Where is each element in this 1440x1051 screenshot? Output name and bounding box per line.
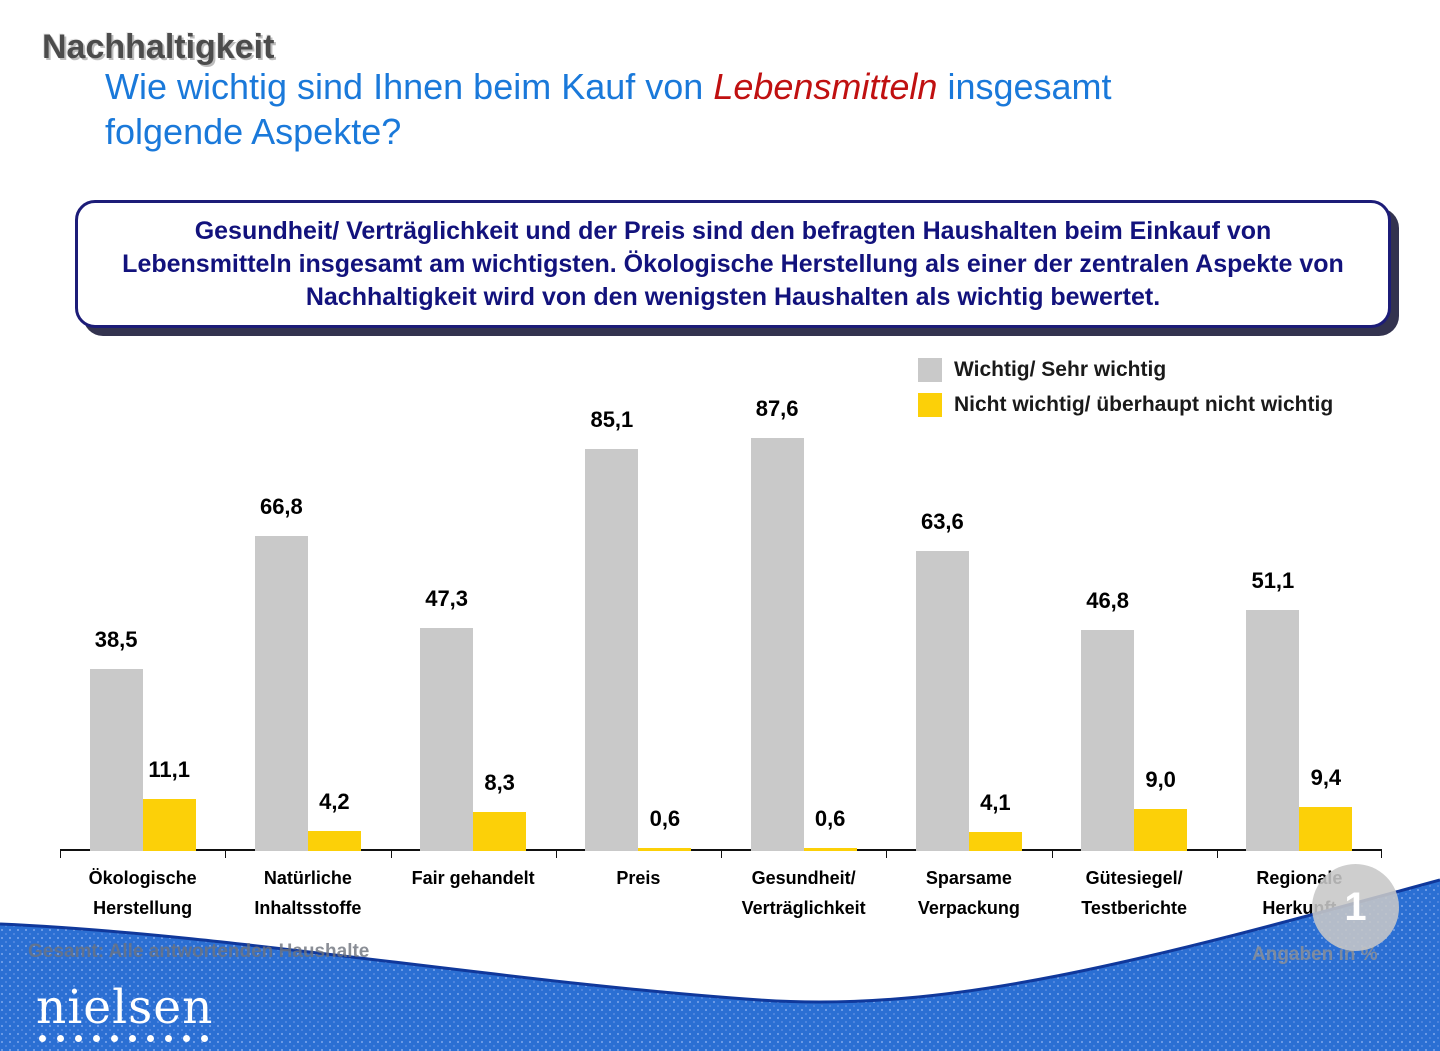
bar-nicht-wichtig: [968, 831, 1022, 851]
logo-dot: [129, 1035, 136, 1042]
axis-tick: [1381, 851, 1382, 858]
bar-value-label: 9,0: [1145, 766, 1176, 792]
bar-chart: 38,5 11,1 Ökologische Herstellung 66,8 4,2 Nat…: [60, 379, 1382, 918]
legend-item-nicht-wichtig: Nicht wichtig/ überhaupt nicht wichtig: [918, 393, 1333, 417]
bar-nicht-wichtig: [307, 831, 361, 851]
bar-wichtig: [750, 437, 804, 851]
legend-label-wichtig: Wichtig/ Sehr wichtig: [954, 358, 1167, 381]
logo-dot: [111, 1035, 118, 1042]
logo-dot: [147, 1035, 154, 1042]
legend-label-nicht-wichtig: Nicht wichtig/ überhaupt nicht wichtig: [954, 393, 1334, 416]
legend-item-wichtig: Wichtig/ Sehr wichtig: [918, 358, 1333, 382]
category-label: Natürliche Inhaltsstoffe: [254, 868, 362, 918]
slide-title: Wie wichtig sind Ihnen beim Kauf von Leb…: [105, 64, 1112, 154]
bar-wichtig: [420, 627, 474, 851]
bar-wichtig: [1246, 609, 1300, 851]
axis-tick: [225, 851, 227, 858]
bar-value-label: 0,6: [814, 806, 846, 832]
category-label: Fair gehandelt: [411, 868, 535, 888]
bar-value-label: 9,4: [1310, 764, 1342, 790]
axis-tick: [390, 851, 392, 858]
bar-value-label: 4,1: [980, 789, 1011, 815]
bar-value-label: 47,3: [425, 585, 469, 611]
axis-tick: [886, 851, 888, 858]
chart-legend: Wichtig/ Sehr wichtig Nicht wichtig/ übe…: [918, 358, 1333, 428]
bar-value-label: 4,2: [319, 789, 350, 815]
logo-dot: [39, 1035, 46, 1042]
nielsen-logo-dots: [39, 1035, 213, 1042]
bar-value-label: 38,5: [94, 627, 138, 653]
bar-wichtig: [585, 449, 639, 851]
question-line1: Wie wichtig sind Ihnen beim Kauf von Leb…: [105, 64, 1112, 109]
bar-value-label: 66,8: [259, 493, 303, 519]
bar-wichtig: [254, 535, 308, 851]
summary-box: Gesundheit/ Verträglichkeit und der Prei…: [75, 200, 1391, 328]
nielsen-logo: nielsen: [36, 984, 213, 1042]
question-line2: folgende Aspekte?: [105, 111, 402, 152]
bar-value-label: 46,8: [1086, 588, 1130, 614]
summary-text: Gesundheit/ Verträglichkeit und der Prei…: [122, 216, 1344, 311]
nielsen-wordmark: nielsen: [36, 980, 214, 1035]
logo-dot: [165, 1035, 172, 1042]
question-emphasis: Lebensmitteln: [713, 66, 938, 107]
logo-dot: [93, 1035, 100, 1042]
question-text-post: insgesamt: [937, 66, 1112, 107]
question-text-pre: Wie wichtig sind Ihnen beim Kauf von: [105, 66, 714, 107]
logo-dot: [183, 1035, 190, 1042]
x-axis: [60, 849, 1382, 851]
bar-nicht-wichtig: [142, 798, 196, 851]
axis-tick: [1216, 851, 1218, 858]
logo-dot: [57, 1035, 64, 1042]
bar-nicht-wichtig: [473, 811, 527, 851]
axis-tick: [1051, 851, 1053, 858]
bar-value-label: 85,1: [590, 407, 634, 433]
axis-tick: [721, 851, 722, 858]
category-label: Gesundheit/Verträglichkeit: [741, 868, 866, 918]
bar-wichtig: [915, 550, 969, 851]
legend-swatch-yellow: [918, 393, 942, 417]
bar-value-label: 87,6: [755, 395, 799, 421]
bar-nicht-wichtig: [1299, 806, 1353, 851]
page-number-badge: 1: [1312, 864, 1399, 951]
bar-value-label: 51,1: [1251, 567, 1295, 593]
axis-tick: [555, 851, 557, 858]
category-label: Preis: [616, 868, 661, 888]
category-label: Ökologische Herstellung: [88, 868, 197, 918]
bar-wichtig: [89, 669, 143, 851]
bar-value-label: 63,6: [920, 508, 964, 534]
axis-tick: [60, 851, 61, 858]
category-label: Sparsame Verpackung: [917, 868, 1020, 918]
logo-dot: [201, 1035, 208, 1042]
bar-wichtig: [1081, 630, 1135, 851]
logo-dot: [75, 1035, 82, 1042]
page-number: 1: [1344, 885, 1367, 929]
bar-nicht-wichtig: [1134, 808, 1188, 851]
bar-nicht-wichtig: [638, 848, 692, 851]
bar-value-label: 8,3: [484, 769, 515, 795]
bar-nicht-wichtig: [803, 848, 857, 851]
category-label: Gütesiegel/Testberichte: [1081, 868, 1187, 918]
footer-note-base: Gesamt: Alle antwortenden Haushalte: [28, 941, 370, 962]
bar-value-label: 0,6: [649, 806, 681, 832]
bar-value-label: 11,1: [148, 756, 190, 782]
legend-swatch-gray: [918, 358, 942, 382]
slide-kicker: Nachhaltigkeit: [42, 28, 275, 66]
